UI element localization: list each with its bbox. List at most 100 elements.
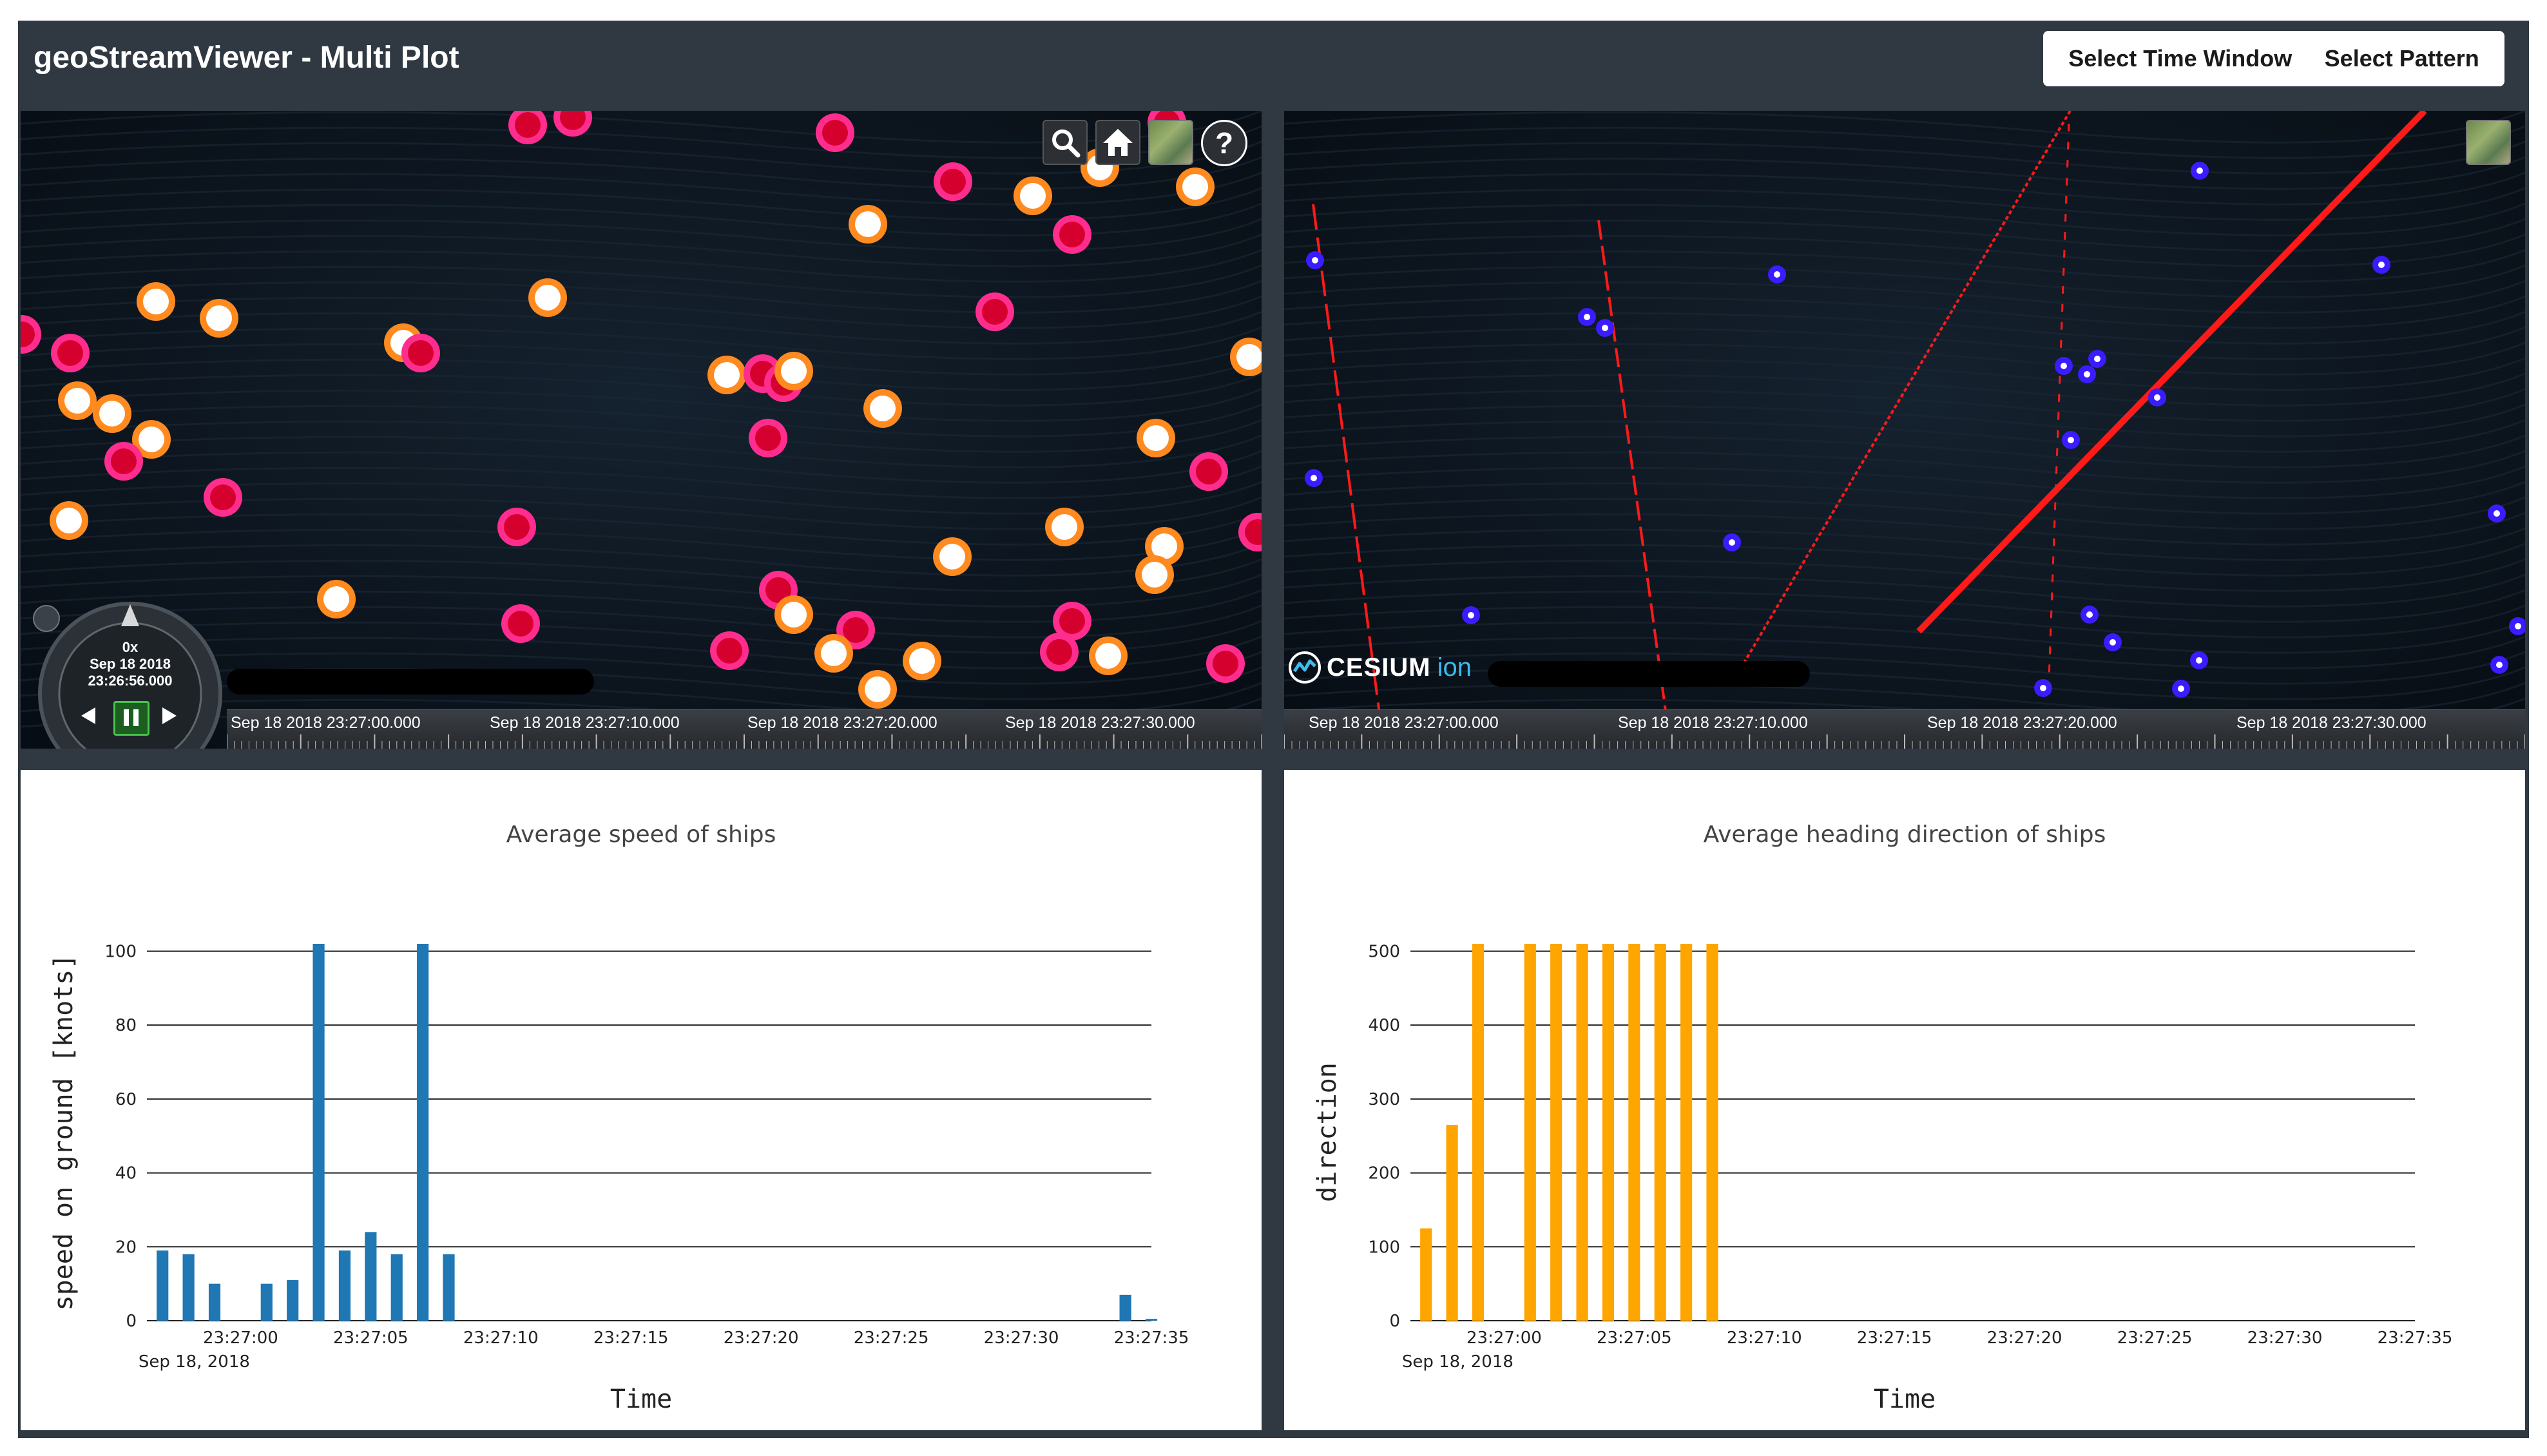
ship-marker-orange[interactable] [93, 394, 131, 433]
ship-marker-orange[interactable] [137, 282, 175, 321]
bar[interactable] [1472, 944, 1485, 1321]
ship-marker-orange[interactable] [774, 352, 813, 390]
ship-position-dot[interactable] [2172, 680, 2190, 698]
bar[interactable] [1145, 1319, 1158, 1321]
ship-position-dot[interactable] [1768, 265, 1786, 283]
ship-marker-orange[interactable] [50, 501, 88, 540]
ship-marker-orange[interactable] [814, 634, 853, 673]
ship-marker-magenta[interactable] [497, 508, 536, 546]
bar[interactable] [312, 944, 325, 1321]
ship-position-dot[interactable] [2034, 679, 2052, 697]
ship-marker-magenta[interactable] [710, 631, 749, 670]
ship-position-dot[interactable] [1462, 606, 1480, 624]
ship-position-dot[interactable] [2148, 388, 2166, 407]
bar[interactable] [390, 1254, 403, 1321]
ship-position-dot[interactable] [2191, 162, 2209, 180]
bar[interactable] [1446, 1125, 1458, 1321]
ship-position-dot[interactable] [2490, 656, 2508, 674]
ship-position-dot[interactable] [1305, 469, 1323, 487]
ship-marker-magenta[interactable] [1189, 452, 1228, 491]
bar[interactable] [1680, 944, 1693, 1321]
ship-marker-orange[interactable] [1135, 555, 1174, 594]
ship-marker-orange[interactable] [1176, 168, 1215, 206]
ship-position-dot[interactable] [1578, 308, 1596, 326]
ship-marker-magenta[interactable] [1238, 513, 1262, 551]
ship-marker-orange[interactable] [707, 356, 746, 394]
bar[interactable] [287, 1279, 299, 1321]
ship-marker-orange[interactable] [858, 670, 897, 709]
ship-marker-magenta[interactable] [401, 334, 440, 372]
bar[interactable] [1706, 944, 1718, 1321]
bar[interactable] [182, 1254, 195, 1321]
ship-position-dot[interactable] [2055, 357, 2073, 375]
play-forward-button[interactable] [159, 705, 180, 727]
timeline-right[interactable]: Sep 18 2018 23:27:00.000 Sep 18 2018 23:… [1284, 709, 2525, 749]
ship-marker-orange[interactable] [903, 642, 941, 680]
ship-marker-orange[interactable] [528, 278, 567, 317]
select-pattern-button[interactable]: Select Pattern [2313, 45, 2491, 72]
ship-marker-magenta[interactable] [976, 292, 1014, 331]
ship-position-dot[interactable] [2081, 606, 2099, 624]
ship-marker-orange[interactable] [863, 389, 902, 428]
ship-marker-magenta[interactable] [508, 111, 547, 144]
ship-position-dot[interactable] [1596, 319, 1614, 337]
timeline-left[interactable]: Sep 18 2018 23:27:00.000 Sep 18 2018 23:… [227, 709, 1262, 749]
bar[interactable] [338, 1250, 351, 1321]
ship-marker-orange[interactable] [1014, 177, 1052, 215]
ship-marker-magenta[interactable] [1040, 633, 1079, 671]
bar[interactable] [1654, 944, 1666, 1321]
ship-marker-orange[interactable] [200, 299, 238, 338]
ship-position-dot[interactable] [2062, 431, 2080, 449]
ship-marker-magenta[interactable] [1053, 602, 1091, 640]
ship-marker-magenta[interactable] [816, 113, 854, 152]
select-time-window-button[interactable]: Select Time Window [2057, 45, 2303, 72]
search-icon[interactable] [1043, 120, 1088, 165]
ship-position-dot[interactable] [2088, 350, 2106, 368]
bar[interactable] [1420, 1228, 1432, 1321]
ship-marker-magenta[interactable] [749, 419, 787, 457]
help-icon[interactable]: ? [1201, 120, 1247, 166]
ship-marker-orange[interactable] [933, 537, 972, 576]
home-icon[interactable] [1095, 120, 1140, 165]
ship-marker-orange[interactable] [849, 205, 887, 244]
bar[interactable] [417, 944, 429, 1321]
base-layer-picker-icon[interactable] [2466, 120, 2511, 165]
ship-marker-orange[interactable] [774, 595, 813, 634]
bar[interactable] [1628, 944, 1640, 1321]
bar[interactable] [1602, 944, 1615, 1321]
map-canvas-right[interactable] [1284, 111, 2525, 749]
rewind-button[interactable] [77, 705, 99, 727]
ship-marker-orange[interactable] [1045, 508, 1084, 546]
ship-marker-magenta[interactable] [104, 442, 143, 481]
base-layer-picker-icon[interactable] [1148, 120, 1193, 165]
ship-position-dot[interactable] [2372, 256, 2390, 274]
ship-marker-orange[interactable] [1230, 338, 1262, 376]
ship-marker-magenta[interactable] [553, 111, 592, 137]
ship-marker-orange[interactable] [1089, 637, 1128, 675]
map-view-right[interactable]: CESIUM ion Sep 18 2018 23:27:00.000 Sep … [1284, 111, 2525, 749]
bar[interactable] [157, 1250, 169, 1321]
bar[interactable] [365, 1232, 377, 1321]
ship-position-dot[interactable] [2104, 633, 2122, 651]
bar[interactable] [1576, 944, 1588, 1321]
bar[interactable] [1524, 944, 1536, 1321]
ship-position-dot[interactable] [1306, 251, 1324, 269]
ship-marker-magenta[interactable] [21, 315, 41, 354]
pause-button[interactable] [113, 701, 149, 736]
bar[interactable] [1550, 944, 1562, 1321]
ship-position-dot[interactable] [2078, 365, 2096, 383]
ship-marker-orange[interactable] [1137, 419, 1175, 457]
ship-position-dot[interactable] [2488, 504, 2506, 522]
ship-marker-orange[interactable] [317, 580, 356, 618]
ship-position-dot[interactable] [1723, 533, 1741, 551]
ship-marker-magenta[interactable] [1206, 644, 1245, 683]
bar[interactable] [1119, 1294, 1131, 1321]
ship-marker-magenta[interactable] [51, 334, 90, 372]
ship-marker-orange[interactable] [132, 420, 171, 459]
bar[interactable] [208, 1283, 221, 1321]
ship-position-dot[interactable] [2190, 651, 2208, 669]
ship-marker-magenta[interactable] [204, 478, 242, 517]
map-canvas-left[interactable] [21, 111, 1262, 749]
map-view-left[interactable]: ? 0x Sep 18 2018 23:26:56.000 [21, 111, 1262, 749]
ship-marker-magenta[interactable] [934, 162, 972, 201]
